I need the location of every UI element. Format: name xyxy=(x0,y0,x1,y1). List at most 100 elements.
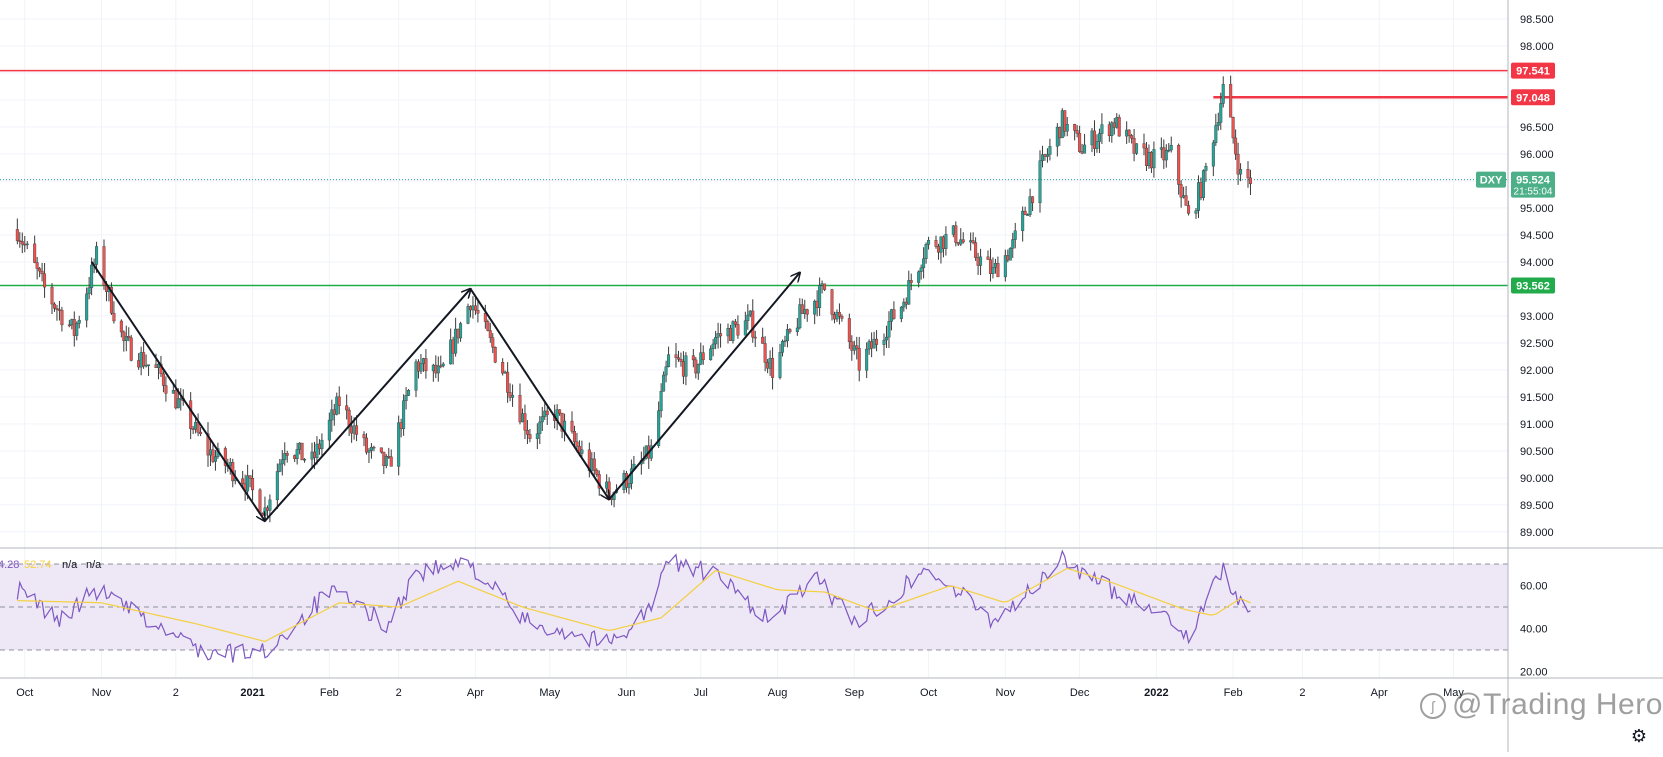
candle-body xyxy=(795,327,799,333)
candle-body xyxy=(629,468,633,484)
time-axis-label[interactable]: Jul xyxy=(694,687,708,699)
time-axis-label[interactable]: Nov xyxy=(92,687,112,699)
candle-body xyxy=(679,359,683,362)
time-axis-label[interactable]: Oct xyxy=(16,687,33,699)
candle-body xyxy=(545,410,549,415)
candle-body xyxy=(1125,129,1129,137)
candle-body xyxy=(711,343,715,349)
time-axis-label[interactable]: May xyxy=(539,687,560,699)
time-axis-label[interactable]: Apr xyxy=(467,687,484,699)
time-axis-label[interactable]: Feb xyxy=(320,687,339,699)
rsi-axis-label[interactable]: 60.00 xyxy=(1520,581,1548,593)
candle-body xyxy=(488,330,492,338)
rsi-ma-line xyxy=(17,567,1251,643)
price-axis-label[interactable]: 91.000 xyxy=(1520,419,1554,431)
price-axis-label[interactable]: 89.000 xyxy=(1520,527,1554,539)
candle-body xyxy=(350,426,354,434)
time-axis-label[interactable]: Apr xyxy=(1371,687,1388,699)
candle-body xyxy=(936,246,940,253)
zigzag-arrow[interactable] xyxy=(264,289,471,522)
time-axis-label[interactable]: Feb xyxy=(1224,687,1243,699)
time-axis-label[interactable]: 2022 xyxy=(1144,687,1168,699)
candle-body xyxy=(1199,182,1203,198)
time-axis-label[interactable]: Jun xyxy=(618,687,636,699)
candle-body xyxy=(382,451,386,466)
time-axis-label[interactable]: 2 xyxy=(396,687,402,699)
price-axis-label[interactable]: 96.500 xyxy=(1520,122,1554,134)
candle-body xyxy=(778,352,782,378)
horizontal-lines[interactable] xyxy=(0,69,1508,287)
candle-body xyxy=(164,385,168,394)
candle-body xyxy=(889,309,893,322)
time-axis-label[interactable]: 2 xyxy=(1299,687,1305,699)
candle-body xyxy=(850,341,854,351)
candle-body xyxy=(979,256,983,266)
price-axis-label[interactable]: 90.500 xyxy=(1520,446,1554,458)
price-axis-label[interactable]: 93.000 xyxy=(1520,311,1554,323)
time-axis-label[interactable]: 2 xyxy=(173,687,179,699)
price-axis-label[interactable]: 89.500 xyxy=(1520,500,1554,512)
price-axis-label[interactable]: 98.000 xyxy=(1520,41,1554,53)
gear-icon[interactable]: ⚙ xyxy=(1630,726,1648,746)
candle-body xyxy=(696,363,700,374)
candle-body xyxy=(397,422,401,467)
candle-body xyxy=(283,453,287,460)
candle-body xyxy=(251,478,255,491)
candle-body xyxy=(439,365,443,368)
price-axis-label[interactable]: 94.500 xyxy=(1520,230,1554,242)
candle-body xyxy=(50,286,54,305)
candle-body xyxy=(1211,142,1215,167)
candle-body xyxy=(1063,110,1067,132)
candle-body xyxy=(265,507,269,511)
zigzag-arrow[interactable] xyxy=(469,288,609,500)
candle-body xyxy=(471,305,475,311)
price-axis-label[interactable]: 90.000 xyxy=(1520,473,1554,485)
candle-body xyxy=(798,304,802,329)
candle-body xyxy=(456,328,460,339)
candle-body xyxy=(312,451,316,458)
price-axis-label[interactable]: 92.500 xyxy=(1520,338,1554,350)
candle-body xyxy=(1083,144,1087,154)
price-axis-label[interactable]: 96.000 xyxy=(1520,149,1554,161)
candle-body xyxy=(1130,135,1134,139)
zigzag-arrow[interactable] xyxy=(90,261,265,521)
time-axis-label[interactable]: May xyxy=(1443,687,1464,699)
candle-body xyxy=(766,362,770,369)
candle-body xyxy=(459,323,463,339)
rsi-axis-label[interactable]: 40.00 xyxy=(1520,624,1548,636)
candle-body xyxy=(813,300,817,315)
time-axis-label[interactable]: Oct xyxy=(920,687,937,699)
candle-body xyxy=(506,371,510,393)
time-axis-label[interactable]: 2021 xyxy=(240,687,264,699)
candle-body xyxy=(389,456,393,467)
zigzag-arrows[interactable] xyxy=(90,261,800,522)
candle-body xyxy=(1078,133,1082,152)
price-axis-label[interactable]: 91.500 xyxy=(1520,392,1554,404)
candle-body xyxy=(372,446,376,449)
price-axis-label[interactable]: 92.000 xyxy=(1520,365,1554,377)
candle-body xyxy=(1040,154,1044,162)
candle-body xyxy=(18,240,22,242)
candle-body xyxy=(991,267,995,274)
candle-body xyxy=(144,364,148,367)
time-axis-label[interactable]: Aug xyxy=(768,687,788,699)
candle-body xyxy=(719,333,723,337)
candle-body xyxy=(714,337,718,345)
zigzag-arrow[interactable] xyxy=(608,273,800,501)
time-axis-label[interactable]: Dec xyxy=(1070,687,1090,699)
candle-body xyxy=(263,507,267,516)
candle-body xyxy=(1219,103,1223,123)
candle-body xyxy=(1167,149,1171,152)
candle-body xyxy=(907,280,911,305)
candle-body xyxy=(473,305,477,311)
price-axis-label[interactable]: 95.000 xyxy=(1520,203,1554,215)
rsi-axis-label[interactable]: 20.00 xyxy=(1520,667,1548,679)
price-axis-label[interactable]: 98.500 xyxy=(1520,14,1554,26)
time-axis-label[interactable]: Sep xyxy=(844,687,864,699)
time-axis-label[interactable]: Nov xyxy=(996,687,1016,699)
candle-body xyxy=(332,409,336,415)
price-axis-label[interactable]: 94.000 xyxy=(1520,257,1554,269)
